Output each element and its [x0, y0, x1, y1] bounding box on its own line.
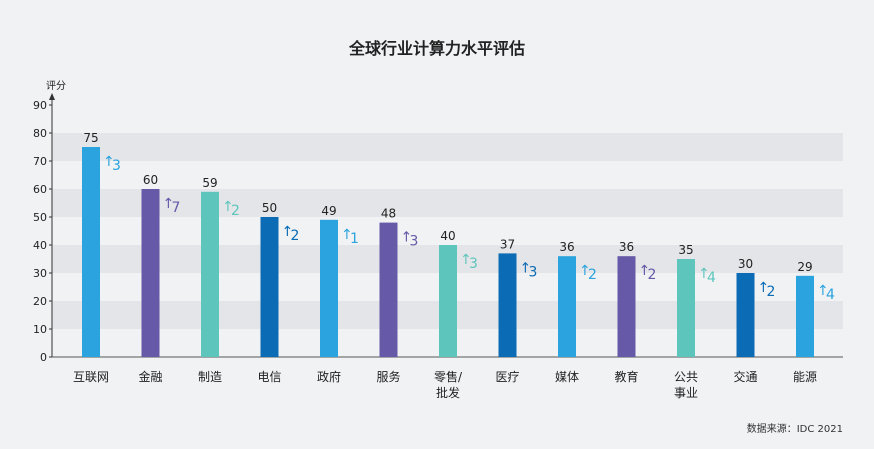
x-tick-label: 互联网	[73, 370, 109, 384]
bar	[82, 147, 100, 357]
y-tick-label: 0	[40, 351, 47, 364]
data-label: 60	[143, 173, 158, 187]
x-tick-label: 公共	[674, 370, 698, 384]
y-tick-label: 20	[33, 295, 47, 308]
change-value: 2	[588, 267, 597, 283]
y-axis-label: 评分	[46, 80, 66, 92]
data-label: 59	[202, 176, 217, 190]
data-label: 49	[321, 204, 336, 218]
change-value: 3	[410, 234, 419, 250]
up-arrow-icon: ↑	[341, 227, 353, 243]
grid-band	[52, 189, 843, 217]
x-tick-label: 事业	[674, 386, 698, 400]
x-tick-label: 医疗	[495, 370, 519, 384]
data-label: 36	[559, 240, 574, 254]
y-tick-label: 30	[33, 267, 47, 280]
bar	[201, 191, 219, 357]
bar	[260, 217, 279, 357]
change-value: 2	[231, 203, 240, 219]
up-arrow-icon: ↑	[520, 260, 532, 276]
y-tick-label: 40	[33, 239, 47, 252]
up-arrow-icon: ↑	[103, 154, 115, 170]
change-value: 4	[707, 270, 716, 286]
up-arrow-icon: ↑	[460, 252, 472, 268]
change-value: 3	[529, 264, 538, 280]
change-value: 2	[291, 228, 300, 244]
change-value: 3	[112, 158, 121, 174]
up-arrow-icon: ↑	[163, 196, 175, 212]
x-tick-label: 金融	[138, 369, 162, 384]
source-note: 数据来源：IDC 2021	[747, 422, 843, 435]
y-axis-arrow-icon	[49, 93, 55, 100]
bar	[320, 219, 338, 357]
x-tick-label: 政府	[317, 369, 341, 384]
grid-band	[52, 133, 843, 161]
up-arrow-icon: ↑	[698, 266, 710, 282]
x-tick-label: 服务	[376, 369, 400, 384]
x-tick-label: 教育	[614, 369, 638, 384]
up-arrow-icon: ↑	[817, 283, 829, 299]
change-value: 3	[469, 256, 478, 272]
x-tick-label: 批发	[436, 385, 460, 400]
bar	[617, 256, 636, 357]
x-tick-label: 制造	[198, 370, 222, 384]
x-tick-label: 电信	[257, 370, 281, 384]
chart-title: 全球行业计算力水平评估	[348, 39, 525, 58]
y-tick-label: 60	[33, 183, 47, 196]
change-value: 1	[350, 231, 359, 247]
up-arrow-icon: ↑	[401, 230, 413, 246]
change-value: 7	[172, 200, 181, 216]
x-tick-label: 交通	[733, 369, 757, 384]
x-tick-label: 媒体	[555, 370, 579, 384]
data-label: 35	[678, 243, 693, 257]
up-arrow-icon: ↑	[579, 263, 591, 279]
up-arrow-icon: ↑	[758, 280, 770, 296]
x-tick-label: 零售/	[434, 369, 463, 384]
up-arrow-icon: ↑	[639, 263, 651, 279]
bar	[558, 256, 576, 357]
bar	[677, 259, 695, 357]
data-label: 30	[738, 257, 753, 271]
bar	[736, 273, 755, 357]
y-tick-label: 80	[33, 127, 47, 140]
bar	[379, 222, 398, 357]
change-value: 4	[826, 287, 835, 303]
y-tick-label: 90	[33, 99, 47, 112]
axes: 0 10 20 30 40 50 60 70 80 90	[33, 93, 843, 364]
bar	[141, 189, 160, 357]
y-tick-label: 50	[33, 211, 47, 224]
bars: 75↑3互联网60↑7金融59↑2制造50↑2电信49↑1政府48↑3服务40↑…	[73, 131, 835, 400]
data-label: 50	[262, 201, 277, 215]
data-label: 36	[619, 240, 634, 254]
data-label: 40	[440, 229, 455, 243]
y-tick-label: 10	[33, 323, 47, 336]
data-label: 75	[83, 131, 98, 145]
bar	[439, 245, 457, 357]
up-arrow-icon: ↑	[222, 199, 234, 215]
x-tick-label: 能源	[793, 370, 817, 384]
data-label: 37	[500, 237, 515, 251]
data-label: 29	[797, 260, 812, 274]
up-arrow-icon: ↑	[282, 224, 294, 240]
change-value: 2	[767, 284, 776, 300]
change-value: 2	[648, 267, 657, 283]
y-tick-label: 70	[33, 155, 47, 168]
bar	[498, 253, 517, 357]
data-label: 48	[381, 207, 396, 221]
bar	[796, 275, 814, 357]
